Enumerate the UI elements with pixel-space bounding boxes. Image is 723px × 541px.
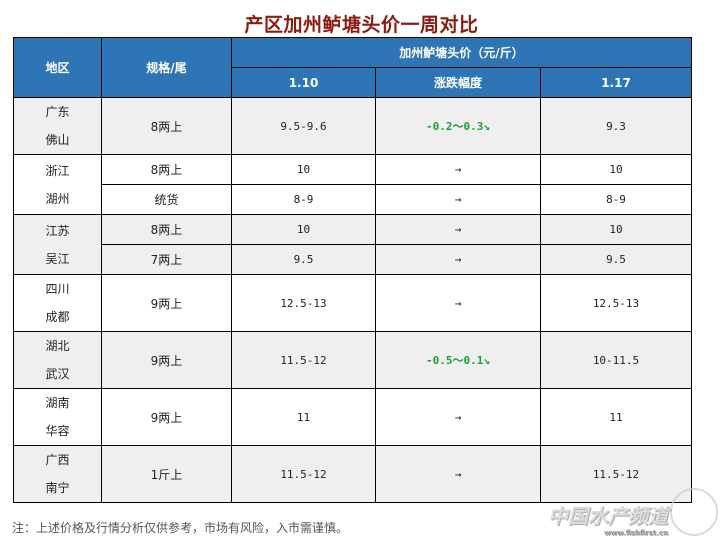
price-1-10-cell: 11.5-12 bbox=[231, 445, 376, 503]
header-spec: 规格/尾 bbox=[101, 37, 232, 98]
change-cell: → bbox=[375, 214, 541, 245]
table-row: 湖北 武汉 9两上 11.5-12 -0.5～0.1↘ 10-11.5 bbox=[13, 331, 692, 389]
price-table: 地区 规格/尾 加州鲈塘头价（元/斤） 1.10 涨跌幅度 1.17 广东 佛山 8… bbox=[13, 37, 692, 503]
change-cell: → bbox=[375, 388, 541, 446]
region-cell: 广东 佛山 bbox=[13, 97, 102, 155]
region-cell: 江苏 吴江 bbox=[13, 214, 102, 275]
price-1-17-cell: 10 bbox=[540, 214, 692, 245]
watermark-logo: 中国水产频道 www.fishfirst.cn bbox=[548, 504, 668, 537]
spec-cell: 9两上 bbox=[101, 388, 232, 446]
header-date1: 1.10 bbox=[231, 67, 376, 98]
table-row: 广西 南宁 1斤上 11.5-12 → 11.5-12 bbox=[13, 445, 692, 503]
spec-cell: 7两上 bbox=[101, 244, 232, 275]
change-cell: → bbox=[375, 244, 541, 275]
price-1-10-cell: 11 bbox=[231, 388, 376, 446]
spec-cell: 9两上 bbox=[101, 274, 232, 332]
region-cell: 四川 成都 bbox=[13, 274, 102, 332]
header-date2: 1.17 bbox=[540, 67, 692, 98]
price-1-10-cell: 10 bbox=[231, 154, 376, 185]
price-1-10-cell: 9.5 bbox=[231, 244, 376, 275]
spec-cell: 1斤上 bbox=[101, 445, 232, 503]
table-row: 统货 8-9 → 8-9 bbox=[14, 184, 692, 215]
price-1-10-cell: 10 bbox=[231, 214, 376, 245]
price-1-17-cell: 12.5-13 bbox=[540, 274, 692, 332]
price-1-10-cell: 12.5-13 bbox=[231, 274, 376, 332]
change-cell: → bbox=[375, 445, 541, 503]
price-1-10-cell: 8-9 bbox=[231, 184, 376, 215]
logo-globe-icon bbox=[670, 488, 718, 536]
page-title: 产区加州鲈塘头价一周对比 bbox=[244, 14, 479, 36]
change-cell: -0.2～0.3↘ bbox=[375, 97, 541, 155]
change-cell: → bbox=[375, 154, 541, 185]
table-row: 江苏 吴江 8两上 10 → 10 bbox=[13, 214, 692, 275]
spec-cell: 8两上 bbox=[101, 214, 232, 245]
disclaimer-note: 注：上述价格及行情分析仅供参考，市场有风险，入市需谨慎。 bbox=[12, 521, 349, 535]
region-cell: 湖北 武汉 bbox=[13, 331, 102, 389]
spec-cell: 8两上 bbox=[101, 154, 232, 185]
spec-cell: 8两上 bbox=[101, 97, 232, 155]
table-row: 7两上 9.5 → 9.5 bbox=[14, 244, 692, 275]
price-1-17-cell: 11 bbox=[540, 388, 692, 446]
spec-cell: 统货 bbox=[101, 184, 232, 215]
spec-cell: 9两上 bbox=[101, 331, 232, 389]
header-region: 地区 bbox=[13, 37, 102, 98]
region-cell: 湖南 华容 bbox=[13, 388, 102, 446]
header-change: 涨跌幅度 bbox=[375, 67, 541, 98]
price-1-17-cell: 8-9 bbox=[540, 184, 692, 215]
price-1-17-cell: 9.5 bbox=[540, 244, 692, 275]
header-price-group: 加州鲈塘头价（元/斤） bbox=[231, 37, 692, 68]
table-row: 浙江 湖州 8两上 10 → 10 bbox=[13, 154, 692, 215]
price-1-17-cell: 10 bbox=[540, 154, 692, 185]
price-1-17-cell: 9.3 bbox=[540, 97, 692, 155]
region-cell: 广西 南宁 bbox=[13, 445, 102, 503]
change-cell: → bbox=[375, 274, 541, 332]
price-1-10-cell: 11.5-12 bbox=[231, 331, 376, 389]
price-1-10-cell: 9.5-9.6 bbox=[231, 97, 376, 155]
table-row: 广东 佛山 8两上 9.5-9.6 -0.2～0.3↘ 9.3 bbox=[13, 97, 692, 155]
table-row: 湖南 华容 9两上 11 → 11 bbox=[13, 388, 692, 446]
region-cell: 浙江 湖州 bbox=[13, 154, 102, 215]
table-row: 四川 成都 9两上 12.5-13 → 12.5-13 bbox=[13, 274, 692, 332]
price-1-17-cell: 10-11.5 bbox=[540, 331, 692, 389]
price-1-17-cell: 11.5-12 bbox=[540, 445, 692, 503]
change-cell: → bbox=[375, 184, 541, 215]
change-cell: -0.5～0.1↘ bbox=[375, 331, 541, 389]
